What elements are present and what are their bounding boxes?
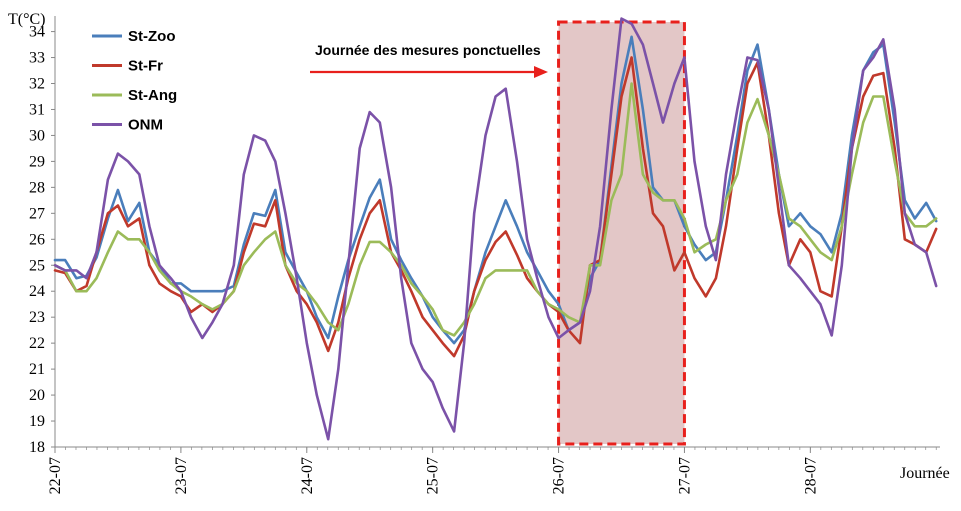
- x-tick-label: 28-07: [802, 457, 819, 494]
- y-tick-label: 20: [29, 387, 45, 404]
- x-tick-label: 25-07: [425, 457, 442, 494]
- y-tick-label: 31: [29, 101, 45, 118]
- y-tick-label: 23: [29, 309, 45, 326]
- x-axis-label: Journée: [900, 465, 950, 482]
- y-tick-label: 26: [29, 231, 45, 248]
- x-tick-label: 27-07: [676, 457, 693, 494]
- y-tick-label: 32: [29, 76, 45, 93]
- legend-label: St-Zoo: [128, 28, 175, 45]
- series-line-onm: [53, 17, 938, 441]
- axis-layer: 18 19 20 21 22 23 24 25 26 27 28 29 30 31 32 33 34T(°C) 2…: [8, 11, 950, 494]
- y-tick-label: 34: [29, 24, 45, 41]
- y-tick-label: 21: [29, 361, 45, 378]
- y-tick-label: 25: [29, 257, 45, 274]
- legend-label: St-Ang: [128, 87, 177, 104]
- x-tick-label: 23-07: [173, 457, 190, 494]
- series-layer: [53, 17, 938, 441]
- y-tick-label: 19: [29, 413, 45, 430]
- annotation-text: Journée des mesures ponctuelles: [315, 42, 541, 58]
- series-line-st-ang: [53, 82, 938, 337]
- y-tick-label: 29: [29, 153, 45, 170]
- legend-label: St-Fr: [128, 58, 163, 75]
- x-tick-label: 22-07: [47, 457, 64, 494]
- y-tick-label: 24: [29, 283, 45, 300]
- annotation-arrow-head: [534, 66, 548, 78]
- y-tick-label: 28: [29, 179, 45, 196]
- x-tick-label: 24-07: [299, 457, 316, 494]
- y-tick-label: 27: [29, 205, 45, 222]
- y-tick-label: 33: [29, 50, 45, 67]
- annotation-layer: Journée des mesures ponctuelles: [310, 42, 548, 78]
- y-tick-label: 18: [29, 439, 45, 456]
- series-line-st-fr: [53, 56, 938, 358]
- series-line-st-zoo: [53, 35, 938, 345]
- legend: St-Zoo St-Fr St-Ang ONM: [92, 28, 177, 134]
- y-axis-label: T(°C): [8, 11, 46, 28]
- y-tick-label: 22: [29, 335, 45, 352]
- legend-label: ONM: [128, 117, 163, 134]
- y-tick-label: 30: [29, 127, 45, 144]
- x-tick-label: 26-07: [551, 457, 568, 494]
